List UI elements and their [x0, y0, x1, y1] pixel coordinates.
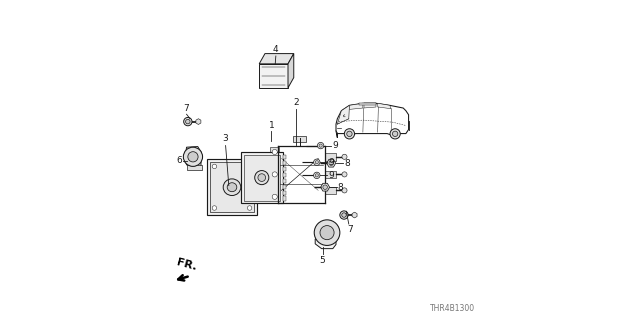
Circle shape — [188, 152, 198, 162]
Text: 5: 5 — [320, 256, 325, 265]
Circle shape — [342, 172, 347, 177]
Circle shape — [317, 142, 324, 149]
Text: 3: 3 — [223, 134, 228, 143]
Circle shape — [340, 211, 348, 219]
Text: 9: 9 — [332, 141, 338, 150]
Circle shape — [248, 206, 252, 210]
Polygon shape — [259, 53, 294, 64]
Circle shape — [314, 172, 320, 179]
Circle shape — [258, 174, 266, 181]
Circle shape — [272, 172, 277, 177]
Text: 9: 9 — [329, 171, 334, 180]
Ellipse shape — [223, 179, 241, 196]
Circle shape — [390, 129, 400, 139]
Text: 6: 6 — [177, 156, 182, 165]
Polygon shape — [349, 103, 363, 109]
Circle shape — [255, 171, 269, 185]
Bar — [283, 190, 287, 195]
Circle shape — [392, 131, 398, 137]
Circle shape — [342, 213, 346, 217]
Bar — [211, 163, 253, 212]
Text: 9: 9 — [329, 158, 334, 167]
Text: 8: 8 — [344, 159, 350, 168]
Bar — [324, 153, 336, 161]
Circle shape — [184, 147, 202, 166]
Bar — [207, 159, 257, 215]
Circle shape — [315, 161, 319, 164]
Circle shape — [184, 117, 192, 126]
Text: THR4B1300: THR4B1300 — [430, 304, 475, 313]
Bar — [324, 187, 336, 194]
Bar — [270, 192, 279, 202]
Circle shape — [272, 194, 277, 199]
Circle shape — [212, 206, 216, 210]
Text: FR.: FR. — [175, 258, 197, 273]
Circle shape — [342, 188, 347, 193]
Text: 4: 4 — [273, 45, 278, 54]
Circle shape — [329, 161, 333, 165]
Bar — [283, 196, 287, 201]
Bar — [324, 171, 336, 178]
Circle shape — [314, 220, 340, 245]
Polygon shape — [359, 103, 376, 105]
Circle shape — [323, 185, 328, 189]
Bar — [241, 152, 283, 203]
Circle shape — [314, 159, 320, 165]
Polygon shape — [185, 147, 201, 168]
Bar — [270, 170, 279, 179]
Bar — [283, 185, 287, 189]
Bar — [283, 161, 287, 165]
Bar — [283, 173, 287, 177]
Circle shape — [186, 119, 190, 124]
Polygon shape — [337, 105, 349, 124]
Polygon shape — [316, 239, 336, 249]
Text: 7: 7 — [347, 225, 353, 234]
Bar — [259, 64, 288, 88]
Circle shape — [344, 129, 355, 139]
Text: 8: 8 — [338, 183, 343, 192]
Circle shape — [272, 149, 277, 155]
Bar — [187, 165, 202, 170]
Polygon shape — [364, 103, 376, 108]
Polygon shape — [288, 53, 294, 88]
Polygon shape — [378, 103, 391, 109]
Polygon shape — [317, 223, 337, 242]
Circle shape — [212, 164, 216, 169]
Text: 2: 2 — [293, 98, 299, 107]
Bar — [270, 147, 279, 157]
Circle shape — [319, 144, 323, 147]
Text: 1: 1 — [269, 121, 274, 130]
Bar — [283, 167, 287, 171]
Circle shape — [320, 226, 334, 240]
Bar — [244, 155, 280, 201]
Ellipse shape — [227, 183, 237, 192]
Bar — [283, 179, 287, 183]
Circle shape — [347, 131, 352, 137]
Text: 7: 7 — [183, 104, 188, 113]
Circle shape — [315, 174, 319, 177]
Bar — [293, 136, 307, 142]
Polygon shape — [336, 103, 408, 138]
Circle shape — [342, 154, 347, 159]
Circle shape — [248, 164, 252, 169]
Bar — [283, 155, 287, 159]
